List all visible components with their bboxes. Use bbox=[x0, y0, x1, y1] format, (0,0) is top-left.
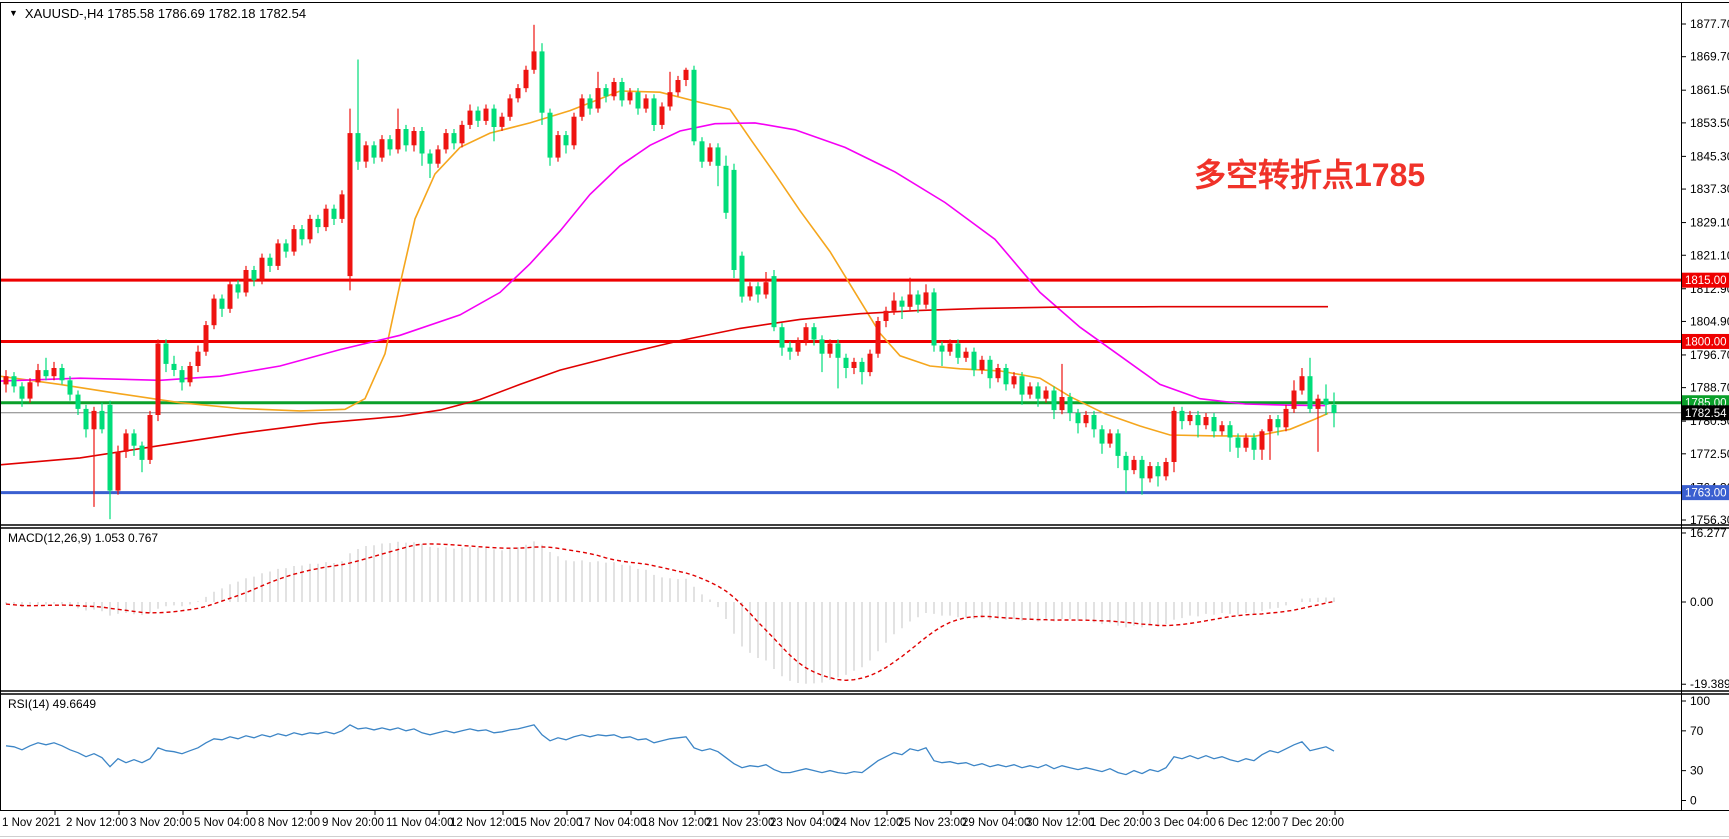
svg-text:1800.00: 1800.00 bbox=[1685, 336, 1727, 348]
svg-text:3 Nov 20:00: 3 Nov 20:00 bbox=[130, 817, 192, 829]
svg-text:2 Nov 12:00: 2 Nov 12:00 bbox=[66, 817, 128, 829]
svg-text:16.277: 16.277 bbox=[1690, 526, 1727, 540]
svg-text:5 Nov 04:00: 5 Nov 04:00 bbox=[194, 817, 256, 829]
macd-indicator-label: MACD(12,26,9) 1.053 0.767 bbox=[8, 531, 159, 545]
rsi-indicator-label: RSI(14) 49.6649 bbox=[8, 697, 97, 711]
svg-text:17 Nov 04:00: 17 Nov 04:00 bbox=[578, 817, 646, 829]
ma-line-slow bbox=[0, 305, 1328, 466]
symbol-ohlc-text: XAUUSD-,H4 1785.58 1786.69 1782.18 1782.… bbox=[24, 6, 307, 21]
time-axis[interactable]: 1 Nov 2021 2 Nov 12:00 3 Nov 20:00 5 Nov 04… bbox=[2, 810, 1344, 829]
svg-text:1869.70: 1869.70 bbox=[1690, 50, 1729, 64]
svg-text:23 Nov 04:00: 23 Nov 04:00 bbox=[770, 817, 838, 829]
svg-text:11 Nov 04:00: 11 Nov 04:00 bbox=[386, 817, 454, 829]
svg-text:9 Nov 20:00: 9 Nov 20:00 bbox=[322, 817, 384, 829]
svg-text:15 Nov 20:00: 15 Nov 20:00 bbox=[514, 817, 582, 829]
macd-histogram bbox=[5, 541, 1335, 684]
svg-text:24 Nov 12:00: 24 Nov 12:00 bbox=[834, 817, 902, 829]
ma-line-fast bbox=[0, 90, 1329, 438]
svg-text:100: 100 bbox=[1690, 694, 1710, 708]
svg-text:1804.90: 1804.90 bbox=[1690, 314, 1729, 328]
svg-text:1763.00: 1763.00 bbox=[1685, 488, 1727, 500]
svg-text:1 Dec 20:00: 1 Dec 20:00 bbox=[1090, 817, 1152, 829]
svg-text:8 Nov 12:00: 8 Nov 12:00 bbox=[258, 817, 320, 829]
svg-text:25 Nov 23:00: 25 Nov 23:00 bbox=[898, 817, 966, 829]
svg-text:1861.50: 1861.50 bbox=[1690, 83, 1729, 97]
svg-text:3 Dec 04:00: 3 Dec 04:00 bbox=[1154, 817, 1216, 829]
svg-text:21 Nov 23:00: 21 Nov 23:00 bbox=[706, 817, 774, 829]
horizontal-level-lines[interactable] bbox=[0, 278, 1681, 495]
svg-text:1815.00: 1815.00 bbox=[1685, 275, 1727, 287]
svg-text:1756.30: 1756.30 bbox=[1690, 513, 1729, 527]
svg-text:7 Dec 20:00: 7 Dec 20:00 bbox=[1282, 817, 1344, 829]
svg-text:1837.30: 1837.30 bbox=[1690, 182, 1729, 196]
svg-text:0: 0 bbox=[1690, 793, 1697, 807]
svg-text:29 Nov 04:00: 29 Nov 04:00 bbox=[962, 817, 1030, 829]
svg-text:1821.10: 1821.10 bbox=[1690, 248, 1729, 262]
chart-annotation[interactable]: 多空转折点1785 bbox=[1194, 157, 1426, 193]
svg-text:1829.10: 1829.10 bbox=[1690, 216, 1729, 230]
indicator-axis[interactable]: 16.277 0.00 -19.389 100 70 30 0 bbox=[1681, 526, 1729, 808]
candlesticks bbox=[3, 24, 1337, 520]
svg-text:1 Nov 2021: 1 Nov 2021 bbox=[2, 817, 61, 829]
svg-text:30 Nov 12:00: 30 Nov 12:00 bbox=[1026, 817, 1094, 829]
svg-text:1853.50: 1853.50 bbox=[1690, 116, 1729, 130]
svg-text:18 Nov 12:00: 18 Nov 12:00 bbox=[642, 817, 710, 829]
ma-line-mid bbox=[0, 122, 1326, 407]
svg-text:6 Dec 12:00: 6 Dec 12:00 bbox=[1218, 817, 1280, 829]
svg-text:1796.70: 1796.70 bbox=[1690, 348, 1729, 362]
macd-signal-line bbox=[5, 543, 1335, 682]
chevron-down-icon[interactable]: ▼ bbox=[9, 8, 18, 18]
svg-text:-19.389: -19.389 bbox=[1690, 677, 1729, 691]
svg-text:1845.30: 1845.30 bbox=[1690, 149, 1729, 163]
svg-text:1788.70: 1788.70 bbox=[1690, 381, 1729, 395]
svg-text:0.00: 0.00 bbox=[1690, 595, 1714, 609]
price-axis[interactable]: 1877.70 1869.70 1861.50 1853.50 1845.30 1837.… bbox=[1681, 17, 1729, 527]
svg-text:1772.50: 1772.50 bbox=[1690, 447, 1729, 461]
svg-text:30: 30 bbox=[1690, 764, 1704, 778]
svg-text:1877.70: 1877.70 bbox=[1690, 17, 1729, 31]
symbol-info-bar[interactable]: ▼ XAUUSD-,H4 1785.58 1786.69 1782.18 1782… bbox=[9, 6, 306, 21]
svg-text:12 Nov 12:00: 12 Nov 12:00 bbox=[450, 817, 518, 829]
rsi-line bbox=[5, 724, 1335, 776]
svg-text:1782.54: 1782.54 bbox=[1685, 408, 1727, 420]
svg-text:70: 70 bbox=[1690, 724, 1704, 738]
